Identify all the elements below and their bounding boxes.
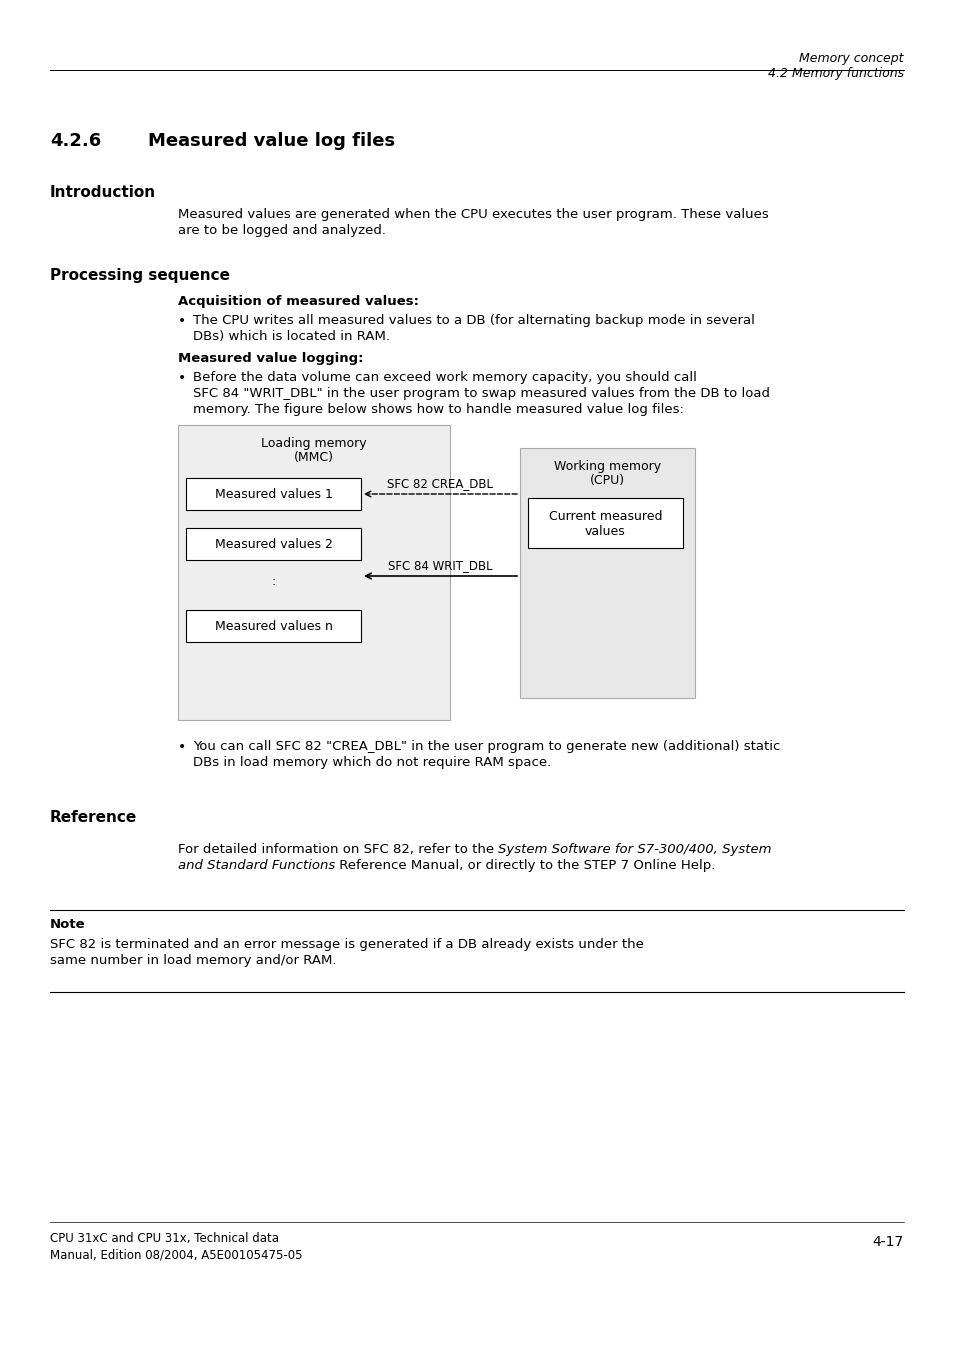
Text: Acquisition of measured values:: Acquisition of measured values: xyxy=(178,295,418,308)
Text: are to be logged and analyzed.: are to be logged and analyzed. xyxy=(178,224,386,236)
Text: and Standard Functions: and Standard Functions xyxy=(178,859,335,871)
Bar xyxy=(178,426,450,720)
Text: •: • xyxy=(178,313,186,328)
Text: Measured values are generated when the CPU executes the user program. These valu: Measured values are generated when the C… xyxy=(178,208,768,222)
Text: Before the data volume can exceed work memory capacity, you should call: Before the data volume can exceed work m… xyxy=(193,372,696,384)
Text: •: • xyxy=(178,372,186,385)
Text: Measured values 2: Measured values 2 xyxy=(214,538,332,550)
Text: same number in load memory and/or RAM.: same number in load memory and/or RAM. xyxy=(50,954,336,967)
Text: SFC 82 CREA_DBL: SFC 82 CREA_DBL xyxy=(387,477,493,490)
Text: Reference Manual, or directly to the STEP 7 Online Help.: Reference Manual, or directly to the STE… xyxy=(335,859,715,871)
Text: Processing sequence: Processing sequence xyxy=(50,267,230,282)
Bar xyxy=(186,528,360,561)
Text: 4-17: 4-17 xyxy=(872,1235,903,1250)
Text: Current measured: Current measured xyxy=(548,509,661,523)
Text: System Software for S7-300/400, System: System Software for S7-300/400, System xyxy=(497,843,771,857)
Text: SFC 84 "WRIT_DBL" in the user program to swap measured values from the DB to loa: SFC 84 "WRIT_DBL" in the user program to… xyxy=(193,386,769,400)
Text: 4.2.6: 4.2.6 xyxy=(50,132,101,150)
Text: (MMC): (MMC) xyxy=(294,451,334,463)
Bar xyxy=(527,499,682,549)
Text: You can call SFC 82 "CREA_DBL" in the user program to generate new (additional) : You can call SFC 82 "CREA_DBL" in the us… xyxy=(193,740,780,753)
Text: For detailed information on SFC 82, refer to the: For detailed information on SFC 82, refe… xyxy=(178,843,497,857)
Text: DBs in load memory which do not require RAM space.: DBs in load memory which do not require … xyxy=(193,757,551,769)
Text: The CPU writes all measured values to a DB (for alternating backup mode in sever: The CPU writes all measured values to a … xyxy=(193,313,754,327)
Text: Working memory: Working memory xyxy=(554,459,660,473)
Text: values: values xyxy=(584,526,625,538)
Text: Measured values n: Measured values n xyxy=(214,620,332,632)
Text: Measured value log files: Measured value log files xyxy=(148,132,395,150)
Text: memory. The figure below shows how to handle measured value log files:: memory. The figure below shows how to ha… xyxy=(193,403,683,416)
Text: •: • xyxy=(178,740,186,754)
Text: DBs) which is located in RAM.: DBs) which is located in RAM. xyxy=(193,330,390,343)
Text: Manual, Edition 08/2004, A5E00105475-05: Manual, Edition 08/2004, A5E00105475-05 xyxy=(50,1248,302,1260)
Bar xyxy=(186,478,360,509)
Text: Measured values 1: Measured values 1 xyxy=(214,488,332,500)
Bar xyxy=(519,449,695,698)
Text: Introduction: Introduction xyxy=(50,185,156,200)
Text: Reference: Reference xyxy=(50,811,137,825)
Text: SFC 82 is terminated and an error message is generated if a DB already exists un: SFC 82 is terminated and an error messag… xyxy=(50,938,643,951)
Text: CPU 31xC and CPU 31x, Technical data: CPU 31xC and CPU 31x, Technical data xyxy=(50,1232,278,1246)
Text: Note: Note xyxy=(50,917,86,931)
Text: SFC 84 WRIT_DBL: SFC 84 WRIT_DBL xyxy=(388,559,493,571)
Text: Memory concept: Memory concept xyxy=(799,51,903,65)
Bar xyxy=(186,611,360,642)
Text: Loading memory: Loading memory xyxy=(261,436,366,450)
Text: (CPU): (CPU) xyxy=(589,474,624,486)
Text: 4.2 Memory functions: 4.2 Memory functions xyxy=(767,68,903,80)
Text: :: : xyxy=(271,576,275,588)
Text: Measured value logging:: Measured value logging: xyxy=(178,353,363,365)
